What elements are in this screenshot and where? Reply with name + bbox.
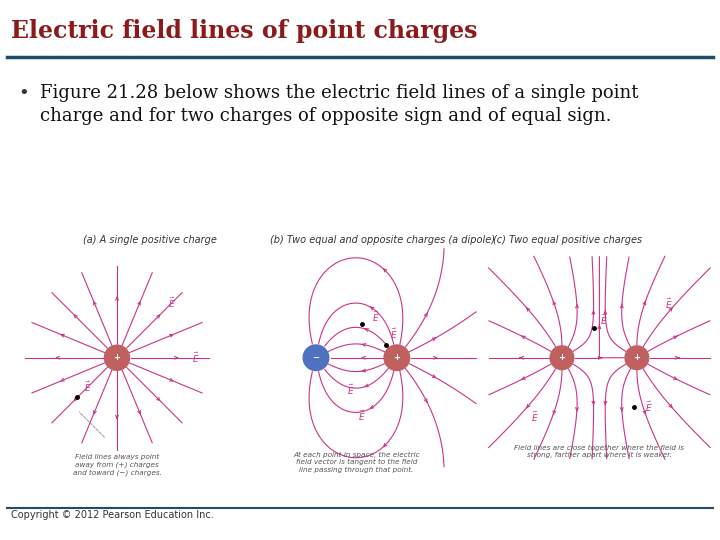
Text: $\vec{E}$: $\vec{E}$ — [600, 313, 608, 327]
Text: (b) Two equal and opposite charges (a dipole): (b) Two equal and opposite charges (a di… — [270, 235, 495, 245]
Text: $\vec{E}$: $\vec{E}$ — [168, 296, 175, 310]
Circle shape — [104, 345, 130, 370]
Text: $\vec{E}$: $\vec{E}$ — [665, 296, 672, 310]
Circle shape — [303, 345, 329, 370]
Text: $\vec{E}$: $\vec{E}$ — [372, 310, 379, 325]
Text: (a) A single positive charge: (a) A single positive charge — [83, 235, 217, 245]
Text: $\vec{E}$: $\vec{E}$ — [192, 350, 199, 365]
Text: $\vec{E}$: $\vec{E}$ — [358, 409, 366, 423]
Text: +: + — [634, 353, 640, 362]
Circle shape — [384, 345, 410, 370]
Circle shape — [625, 346, 649, 369]
Text: $\vec{E}$: $\vec{E}$ — [531, 410, 539, 424]
Text: Field lines are close together where the field is
strong, farther apart where it: Field lines are close together where the… — [514, 444, 685, 458]
Text: $\vec{E}$: $\vec{E}$ — [84, 380, 91, 394]
Text: •: • — [18, 84, 29, 102]
Text: $\vec{E}$: $\vec{E}$ — [390, 327, 397, 341]
Text: +: + — [393, 353, 400, 362]
Text: Copyright © 2012 Pearson Education Inc.: Copyright © 2012 Pearson Education Inc. — [11, 510, 214, 521]
Text: +: + — [114, 353, 120, 362]
Text: −: − — [312, 353, 320, 362]
Text: +: + — [559, 353, 565, 362]
Text: Field lines always point
away from (+) charges
and toward (−) charges.: Field lines always point away from (+) c… — [73, 454, 161, 476]
Text: $\vec{E}$: $\vec{E}$ — [347, 383, 355, 397]
Text: Electric field lines of point charges: Electric field lines of point charges — [11, 19, 477, 43]
Text: At each point in space, the electric
field vector is tangent to the field
line p: At each point in space, the electric fie… — [293, 451, 420, 473]
Text: Figure 21.28 below shows the electric field lines of a single point
charge and f: Figure 21.28 below shows the electric fi… — [40, 84, 638, 125]
Text: (c) Two equal positive charges: (c) Two equal positive charges — [493, 235, 642, 245]
Circle shape — [550, 346, 574, 369]
Text: $\vec{E}$: $\vec{E}$ — [645, 400, 652, 414]
